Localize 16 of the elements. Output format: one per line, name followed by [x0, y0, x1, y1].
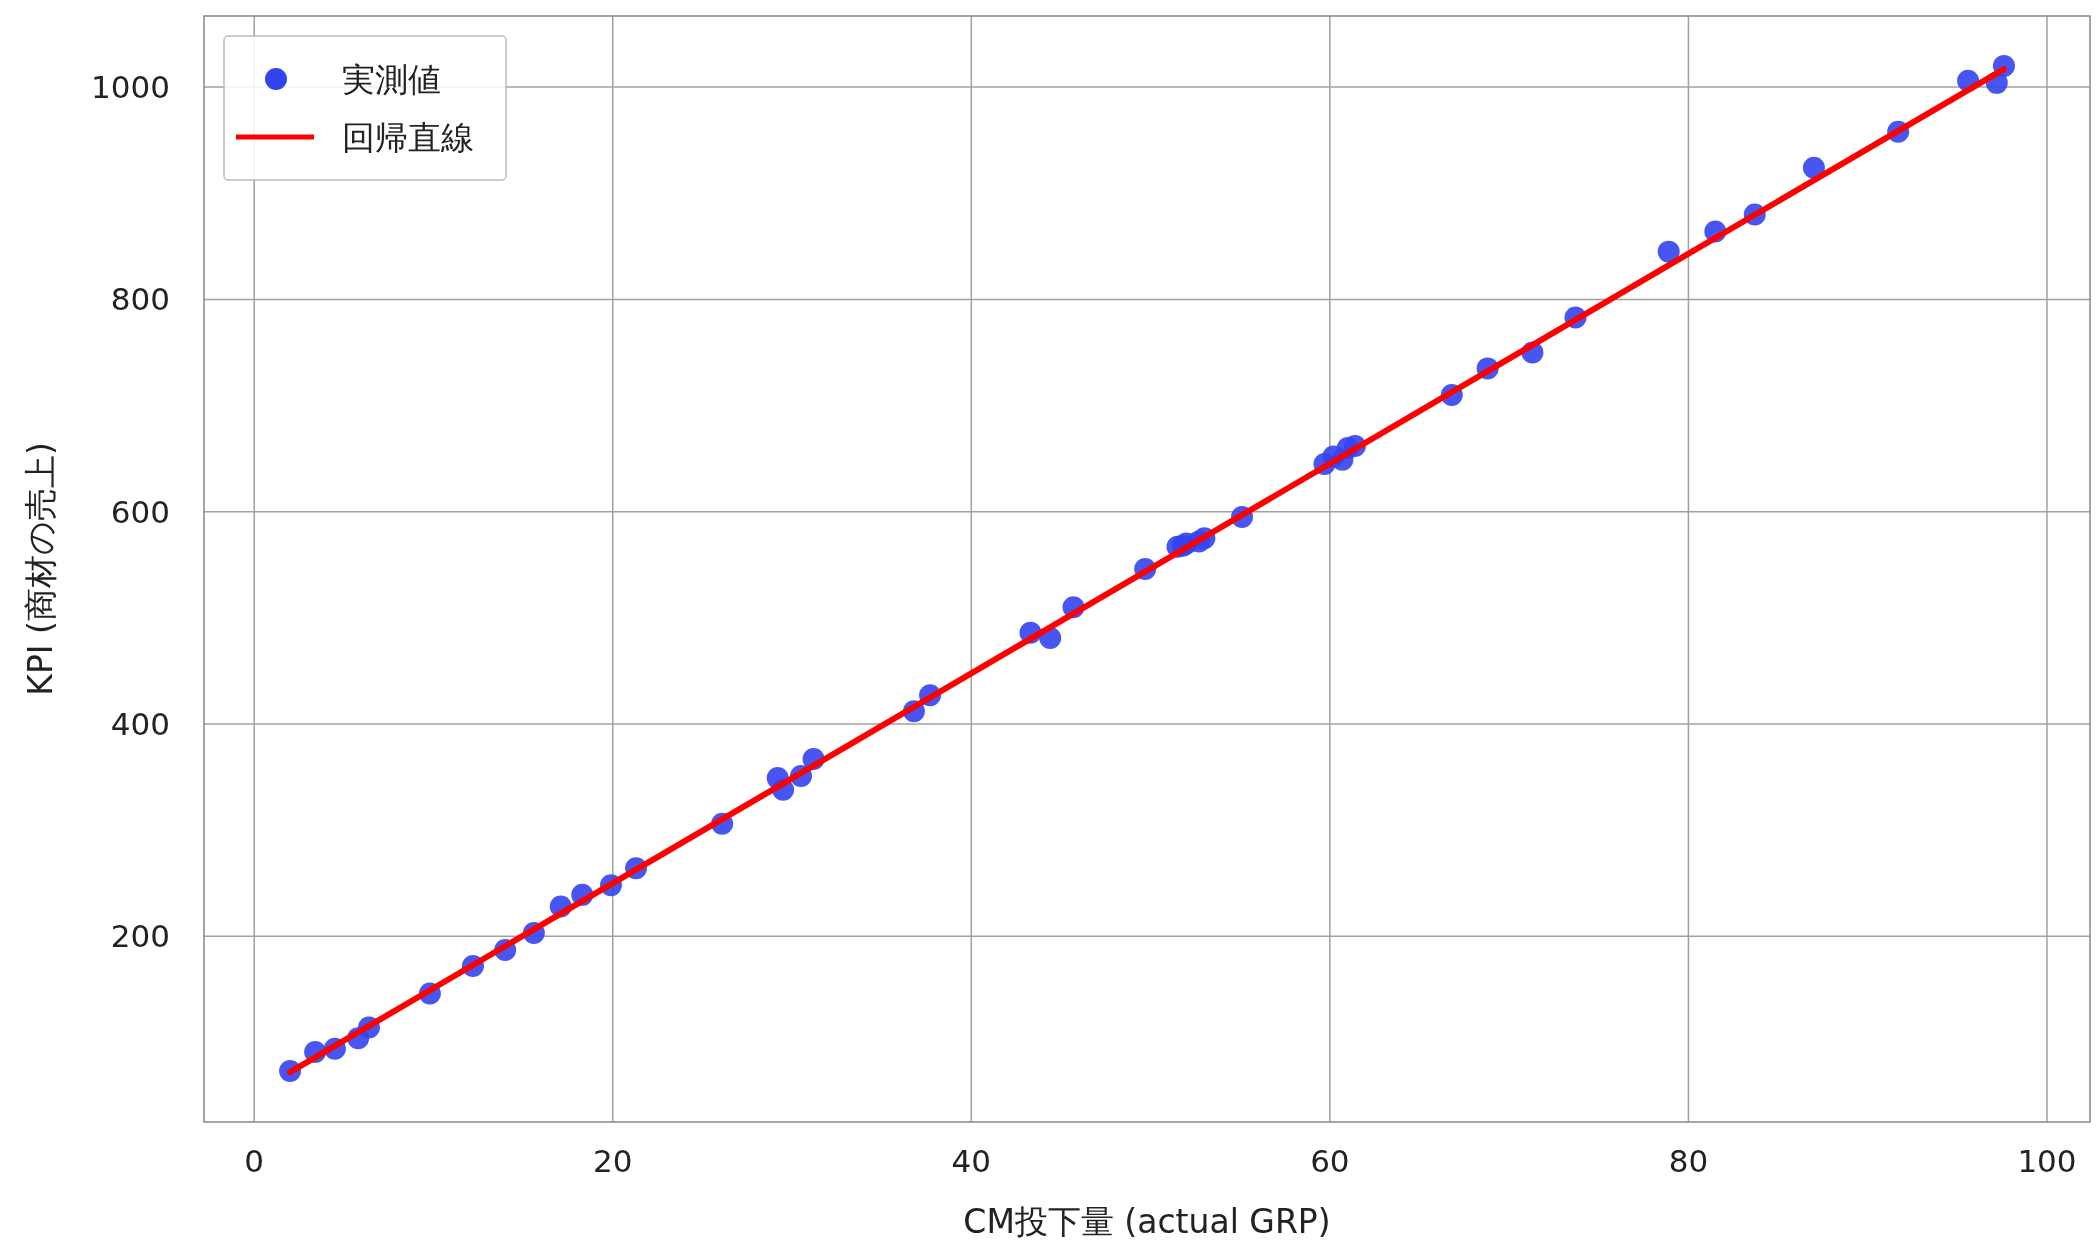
y-tick-label: 800: [110, 281, 170, 318]
point: [1657, 240, 1680, 263]
x-tick-label: 40: [951, 1143, 992, 1179]
legend-label: 回帰直線: [342, 118, 474, 157]
y-tick-label: 1000: [91, 69, 170, 106]
x-tick-label: 20: [593, 1143, 633, 1179]
x-tick-label: 0: [244, 1143, 265, 1179]
y-tick-label: 400: [110, 705, 170, 742]
x-axis-title: CM投下量 (actual GRP): [963, 1202, 1331, 1241]
x-tick-label: 80: [1668, 1143, 1709, 1179]
y-axis-title: KPI (商材の売上): [21, 442, 60, 696]
y-tick-label: 200: [110, 918, 170, 955]
y-tick-label: 600: [110, 493, 170, 530]
x-tick-label: 60: [1310, 1143, 1350, 1179]
x-tick-label: 100: [2017, 1143, 2077, 1179]
legend-label: 実測値: [342, 60, 441, 99]
